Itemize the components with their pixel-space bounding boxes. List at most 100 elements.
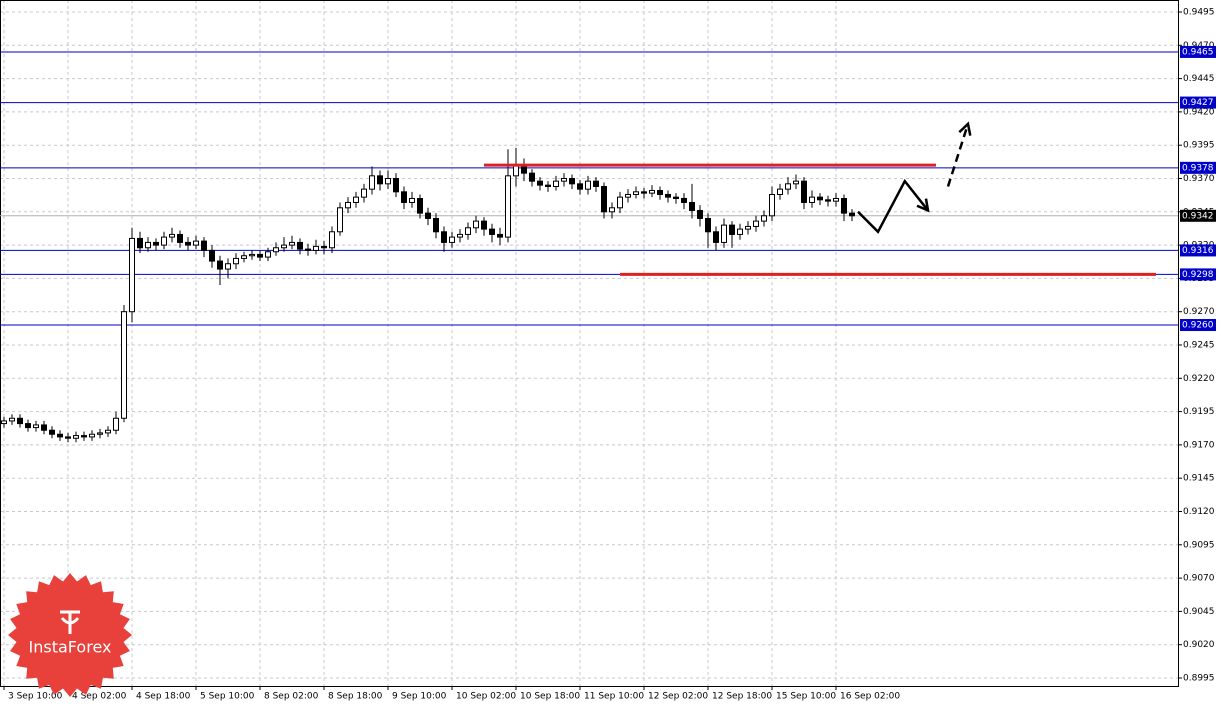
candle-body [593, 180, 599, 187]
forecast-arrowhead [916, 198, 930, 213]
candle-body [321, 245, 327, 249]
level-label: 0.9427 [1182, 98, 1214, 108]
candle-body [641, 191, 647, 194]
current-price-label: 0.9342 [1182, 211, 1214, 221]
x-tick-label: 4 Sep 02:00 [72, 692, 127, 702]
logo-text: InstaForex [29, 638, 112, 657]
candle-body [433, 217, 439, 233]
y-tick-label: 0.9020 [1183, 640, 1215, 650]
candle-body [649, 189, 655, 194]
candle-body [281, 244, 287, 249]
candle-body [137, 237, 143, 249]
candle-body [473, 220, 479, 229]
candle-body [89, 433, 95, 438]
candle-body [233, 257, 239, 265]
x-tick-label: 4 Sep 18:00 [136, 692, 191, 702]
candle-body [425, 212, 431, 219]
candle-body [761, 215, 767, 222]
candle-body [185, 241, 191, 246]
candle-body [57, 433, 63, 438]
candle-body [337, 207, 343, 233]
candle-body [1, 420, 7, 425]
candle-body [377, 175, 383, 185]
plot-frame [0, 0, 1179, 687]
candle-body [513, 164, 519, 177]
candle-body [201, 240, 207, 251]
candle-body [769, 193, 775, 217]
candle-body [457, 233, 463, 238]
candle-body [9, 417, 15, 422]
candle-body [825, 199, 831, 202]
candle-body [721, 224, 727, 243]
candle-body [785, 183, 791, 190]
candle-body [361, 188, 367, 198]
candle-body [153, 241, 159, 246]
candle-body [633, 191, 639, 195]
x-tick-label: 8 Sep 18:00 [328, 692, 383, 702]
candle-body [25, 423, 31, 429]
candle-body [417, 197, 423, 214]
candle-body [505, 175, 511, 238]
candle-body [489, 228, 495, 235]
candle-body [345, 201, 351, 209]
x-tick-label: 3 Sep 10:00 [8, 692, 63, 702]
candle-body [33, 424, 39, 429]
y-tick-label: 0.9120 [1183, 507, 1215, 517]
candle-body [657, 189, 663, 195]
candle-body [329, 231, 335, 249]
candle-body [673, 196, 679, 199]
candle-body [289, 241, 295, 246]
candle-body [809, 196, 815, 203]
candle-body [369, 175, 375, 190]
candle-body [585, 180, 591, 190]
candle-body [409, 197, 415, 203]
candle-body [121, 311, 127, 419]
candle-body [801, 180, 807, 203]
candle-body [41, 424, 47, 431]
candle-body [569, 177, 575, 185]
current-price-box [1180, 209, 1216, 222]
candle-body [273, 247, 279, 253]
x-tick-label: 12 Sep 02:00 [648, 692, 708, 702]
candle-body [265, 251, 271, 258]
candle-body [73, 435, 79, 439]
level-label-box [1180, 161, 1216, 174]
logo-icon [60, 610, 80, 634]
y-tick-label: 0.9270 [1183, 307, 1215, 317]
candle-body [81, 435, 87, 438]
candle-body [689, 201, 695, 211]
level-label-box [1180, 96, 1216, 109]
candle-body [745, 225, 751, 230]
candle-body [393, 177, 399, 193]
candle-body [65, 436, 71, 439]
candle-body [777, 188, 783, 195]
level-label: 0.9298 [1182, 270, 1214, 280]
candle-body [441, 231, 447, 243]
candle-body [817, 196, 823, 201]
candle-body [497, 233, 503, 238]
level-label-box [1180, 45, 1216, 58]
candle-body [217, 260, 223, 270]
x-tick-label: 10 Sep 02:00 [456, 692, 516, 702]
candle-body [705, 217, 711, 233]
candle-body [145, 241, 151, 249]
forecast-path [857, 178, 929, 234]
candle-body [49, 429, 55, 435]
candle-body [841, 197, 847, 214]
candle-body [553, 180, 559, 187]
x-tick-label: 11 Sep 10:00 [584, 692, 644, 702]
level-label: 0.9465 [1182, 47, 1214, 57]
level-label-box [1180, 319, 1216, 332]
candle-body [385, 177, 391, 185]
y-tick-label: 0.9195 [1183, 407, 1215, 417]
candle-body [305, 248, 311, 251]
y-tick-label: 0.9395 [1183, 141, 1215, 151]
candle-body [609, 207, 615, 213]
y-tick-label: 0.9370 [1183, 174, 1215, 184]
candle-body [465, 227, 471, 235]
candle-body [697, 209, 703, 219]
candle-body [833, 197, 839, 202]
x-tick-label: 10 Sep 18:00 [520, 692, 580, 702]
x-tick-label: 16 Sep 02:00 [840, 692, 900, 702]
